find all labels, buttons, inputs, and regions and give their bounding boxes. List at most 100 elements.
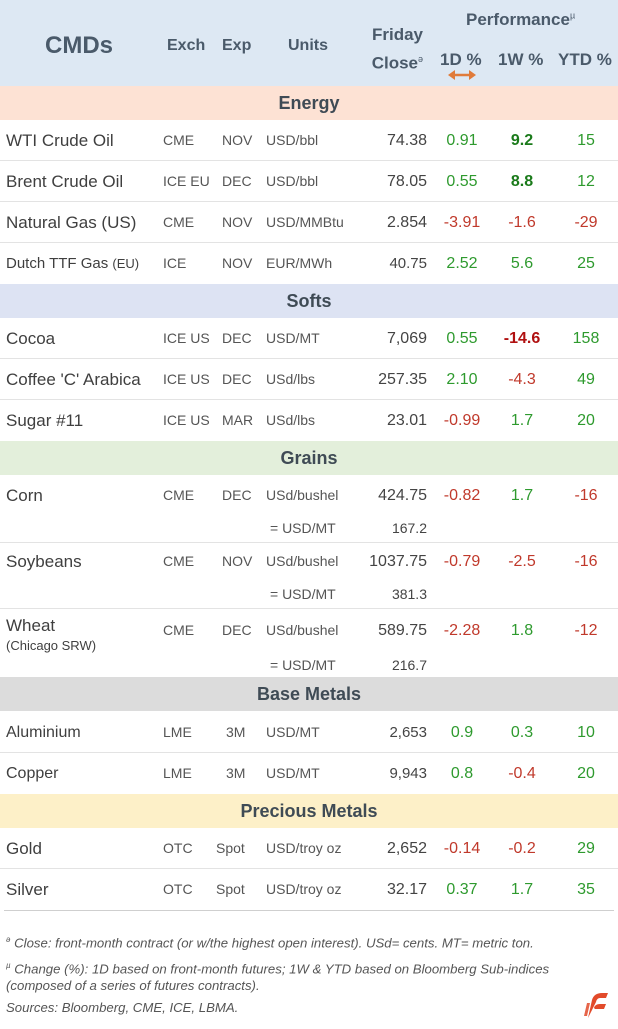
units: USd/bushel — [266, 553, 339, 569]
col-header-close-line1: Friday — [371, 25, 423, 44]
double-arrow-icon[interactable] — [448, 70, 476, 80]
col-header-units[interactable]: Units — [288, 37, 328, 54]
change-ytd: 10 — [577, 724, 595, 741]
change-1d: 2.52 — [446, 255, 478, 272]
expiry: NOV — [222, 553, 253, 569]
expiry: DEC — [222, 487, 252, 503]
change-1d: 2.10 — [446, 371, 478, 388]
change-ytd: 49 — [577, 371, 595, 388]
commodity-name: Gold — [6, 839, 42, 858]
commodity-name: Soybeans — [6, 552, 82, 571]
friday-close: 589.75 — [378, 622, 427, 639]
commodity-name: Sugar #11 — [6, 411, 84, 430]
friday-close: 74.38 — [386, 132, 427, 149]
units: USD/troy oz — [266, 840, 342, 856]
section-grains: Grains — [0, 441, 618, 475]
change-1d: -0.79 — [443, 553, 481, 570]
col-header-close[interactable]: Friday Closeə — [365, 22, 423, 76]
change-1d: 0.55 — [446, 173, 478, 190]
expiry: DEC — [222, 330, 252, 346]
col-header-close-line2: Close — [371, 53, 418, 73]
conversion-row: = USD/MT 216.7 — [0, 650, 618, 678]
footnote-close-text: Close: front-month contract (or w/the hi… — [10, 935, 534, 951]
section-energy: Energy — [0, 86, 618, 120]
change-1w: 0.3 — [510, 724, 534, 741]
change-ytd: -16 — [574, 487, 598, 504]
friday-close: 1037.75 — [369, 553, 427, 570]
exchange: LME — [163, 765, 192, 781]
units: USd/lbs — [266, 412, 316, 428]
converted-close: 381.3 — [391, 586, 427, 602]
commodity-name-main: Wheat — [6, 616, 56, 635]
table-row: Gold OTC Spot USD/troy oz 2,652 -0.14 -0… — [0, 828, 618, 869]
change-ytd: -12 — [574, 622, 598, 639]
exchange: CME — [163, 487, 195, 503]
exchange: ICE EU — [163, 173, 210, 189]
table-row: Cocoa ICE US DEC USD/MT 7,069 0.55 -14.6… — [0, 318, 618, 359]
col-header-1d[interactable]: 1D % — [440, 50, 482, 69]
change-ytd: 158 — [572, 330, 600, 347]
commodity-name-suffix: (EU) — [112, 256, 140, 271]
conversion-row: = USD/MT 167.2 — [0, 513, 618, 543]
friday-close: 78.05 — [386, 173, 427, 190]
change-1d: -3.91 — [443, 214, 481, 231]
change-1w: -2.5 — [508, 553, 536, 570]
close-marker: ə — [417, 54, 423, 64]
expiry: DEC — [222, 622, 252, 638]
expiry: DEC — [222, 371, 252, 387]
change-1d: 0.55 — [446, 330, 478, 347]
friday-close: 23.01 — [386, 412, 427, 429]
friday-close: 9,943 — [389, 765, 427, 782]
change-1d: 0.37 — [446, 881, 478, 898]
exchange: ICE US — [163, 412, 210, 428]
units: USD/bbl — [266, 132, 319, 148]
footnote-close: ə Close: front-month contract (or w/the … — [6, 930, 534, 953]
change-ytd: 25 — [577, 255, 595, 272]
friday-close: 40.75 — [389, 255, 427, 272]
converted-units: = USD/MT — [270, 657, 336, 673]
change-1w: 1.7 — [510, 412, 534, 429]
commodity-name: Coffee 'C' Arabica — [6, 370, 141, 389]
units: USd/bushel — [266, 622, 339, 638]
footnote-change-text: Change (%): 1D based on front-month futu… — [10, 961, 550, 977]
commodity-name: Natural Gas (US) — [6, 213, 137, 232]
change-ytd: 12 — [577, 173, 595, 190]
converted-units: = USD/MT — [270, 586, 336, 602]
change-ytd: 35 — [577, 881, 595, 898]
change-1d: -0.14 — [443, 840, 481, 857]
change-1w: -4.3 — [508, 371, 536, 388]
col-header-1w[interactable]: 1W % — [498, 50, 544, 69]
exchange: ICE US — [163, 330, 210, 346]
exchange: OTC — [163, 881, 193, 897]
friday-close: 2,652 — [386, 840, 427, 857]
expiry: NOV — [222, 255, 253, 271]
friday-close: 2.854 — [386, 214, 427, 231]
commodity-name: Silver — [6, 880, 49, 899]
col-header-ytd[interactable]: YTD % — [558, 50, 612, 69]
footnote-change: µ Change (%): 1D based on front-month fu… — [6, 956, 549, 979]
col-header-exp[interactable]: Exp — [222, 37, 252, 54]
table-row: Brent Crude Oil ICE EU DEC USD/bbl 78.05… — [0, 161, 618, 202]
change-ytd: 15 — [577, 132, 595, 149]
units: USD/troy oz — [266, 881, 342, 897]
exchange: OTC — [163, 840, 193, 856]
expiry: NOV — [222, 132, 253, 148]
converted-units: = USD/MT — [270, 520, 336, 536]
friday-close: 32.17 — [386, 881, 427, 898]
expiry: NOV — [222, 214, 253, 230]
units: USD/MT — [266, 330, 320, 346]
change-1d: 0.91 — [446, 132, 478, 149]
expiry: DEC — [222, 173, 252, 189]
commodity-name: Wheat (Chicago SRW) — [6, 615, 96, 655]
expiry: 3M — [226, 765, 246, 781]
expiry: MAR — [222, 412, 254, 428]
change-1w: -0.4 — [508, 765, 536, 782]
exchange: ICE US — [163, 371, 210, 387]
friday-close: 7,069 — [386, 330, 427, 347]
friday-close: 257.35 — [378, 371, 427, 388]
col-header-exch[interactable]: Exch — [167, 37, 206, 54]
performance-label: Performance — [466, 10, 570, 29]
change-1w: 5.6 — [510, 255, 534, 272]
change-1w: 1.8 — [510, 622, 534, 639]
change-ytd: 20 — [577, 412, 595, 429]
